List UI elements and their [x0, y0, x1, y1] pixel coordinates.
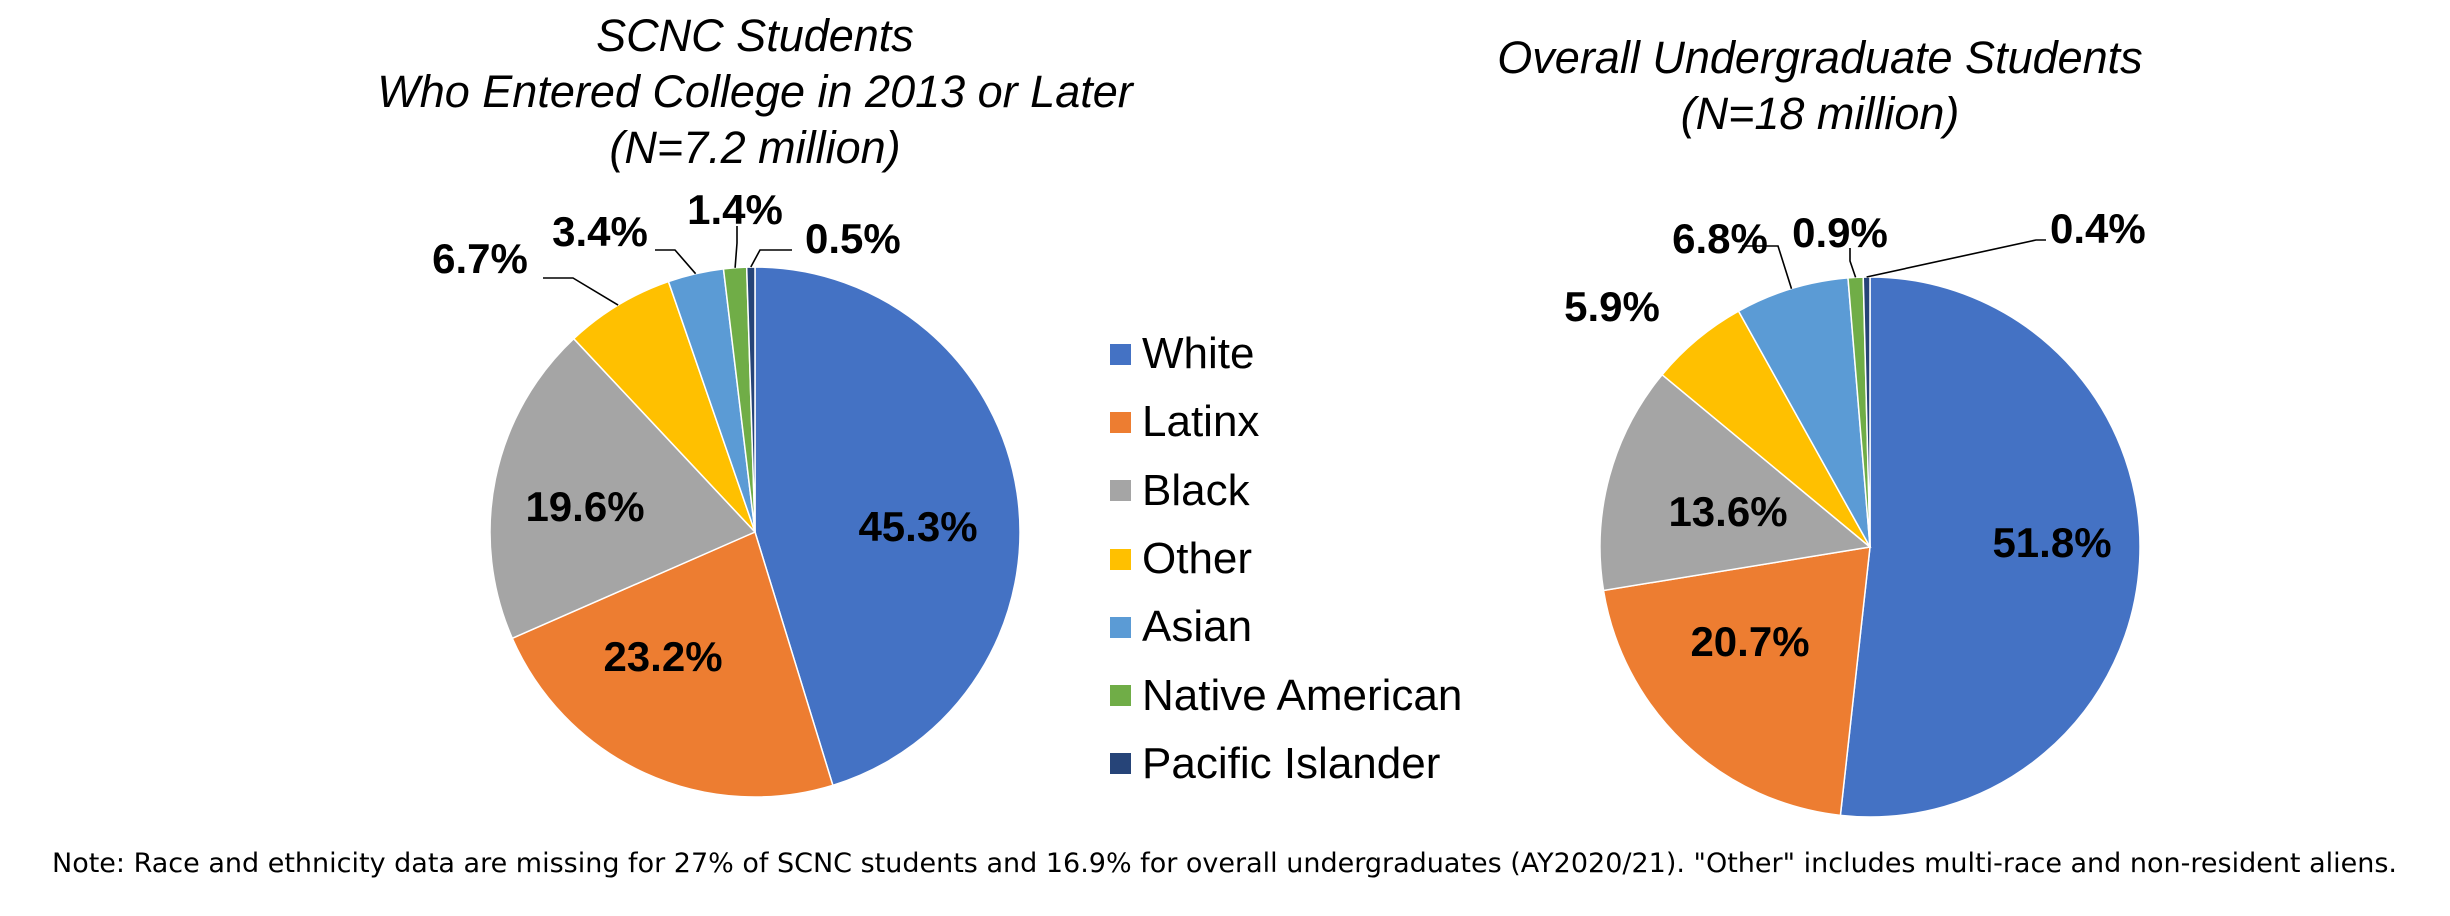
legend-label-white: White: [1142, 329, 1255, 379]
left-data-label-latinx: 23.2%: [603, 633, 722, 680]
left-leader-line-asian: [655, 249, 697, 275]
legend-label-black: Black: [1142, 465, 1250, 515]
legend-item-native-american: Native American: [1110, 661, 1462, 729]
left-slice-black: [489, 337, 757, 640]
legend-item-other: Other: [1110, 525, 1462, 593]
legend-swatch-asian: [1110, 616, 1131, 638]
legend-swatch-black: [1110, 480, 1131, 502]
left-title-line-1: SCNC Students: [596, 10, 914, 61]
legend-swatch-native-american: [1110, 685, 1131, 707]
legend-swatch-pacific-islander: [1110, 753, 1131, 775]
right-slice-black: [1599, 373, 1872, 592]
legend-item-black: Black: [1110, 457, 1462, 525]
legend-swatch-latinx: [1110, 411, 1131, 433]
legend-label-asian: Asian: [1142, 602, 1253, 652]
left-slice-white: [754, 266, 1021, 787]
left-leader-line-other: [543, 277, 619, 306]
legend-item-latinx: Latinx: [1110, 388, 1462, 456]
right-title-line-1: Overall Undergraduate Students: [1497, 32, 2143, 83]
left-slice-latinx: [511, 530, 834, 798]
legend-item-asian: Asian: [1110, 593, 1462, 661]
legend-label-native-american: Native American: [1142, 670, 1463, 720]
legend-label-pacific-islander: Pacific Islander: [1142, 738, 1441, 788]
legend-item-white: White: [1110, 320, 1462, 388]
right-data-label-latinx: 20.7%: [1690, 618, 1809, 665]
legend-label-other: Other: [1142, 534, 1253, 584]
right-title-line-2: (N=18 million): [1680, 88, 1960, 139]
left-data-label-black: 19.6%: [525, 483, 644, 530]
right-leader-line-pacific-islander: [1866, 239, 2046, 278]
right-chart-title: Overall Undergraduate Students (N=18 mil…: [1320, 30, 2320, 142]
right-slice-white: [1839, 276, 2141, 818]
left-data-label-native-american: 1.4%: [687, 186, 783, 233]
legend-item-pacific-islander: Pacific Islander: [1110, 730, 1462, 798]
legend-swatch-other: [1110, 548, 1131, 570]
right-data-label-white: 51.8%: [1992, 519, 2111, 566]
right-leader-line-native-american: [1849, 248, 1857, 278]
left-slice-other: [572, 280, 756, 533]
left-data-label-pacific-islander: 0.5%: [805, 215, 901, 262]
left-slice-pacific-islander: [745, 266, 756, 533]
left-title-line-3: (N=7.2 million): [609, 122, 901, 173]
chart-legend: White Latinx Black Other Asian Native Am…: [1110, 320, 1462, 798]
left-leader-line-pacific-islander: [750, 249, 792, 268]
left-chart-title: SCNC Students Who Entered College in 201…: [260, 8, 1250, 176]
left-leader-line-native-american: [734, 226, 738, 268]
left-data-label-white: 45.3%: [858, 503, 977, 550]
right-data-label-other: 5.9%: [1564, 283, 1660, 330]
right-data-label-black: 13.6%: [1668, 488, 1787, 535]
right-slice-asian: [1737, 277, 1871, 548]
left-title-line-2: Who Entered College in 2013 or Later: [377, 66, 1133, 117]
legend-label-latinx: Latinx: [1142, 397, 1260, 447]
left-data-label-other: 6.7%: [432, 235, 528, 282]
footnote: Note: Race and ethnicity data are missin…: [52, 848, 2398, 879]
right-data-label-asian: 6.8%: [1672, 215, 1768, 262]
right-data-label-native-american: 0.9%: [1792, 209, 1888, 256]
right-data-label-pacific-islander: 0.4%: [2050, 205, 2146, 252]
legend-swatch-white: [1110, 343, 1131, 365]
right-leader-line-asian: [1742, 245, 1793, 289]
right-slice-latinx: [1602, 546, 1871, 817]
left-data-label-asian: 3.4%: [552, 208, 648, 255]
